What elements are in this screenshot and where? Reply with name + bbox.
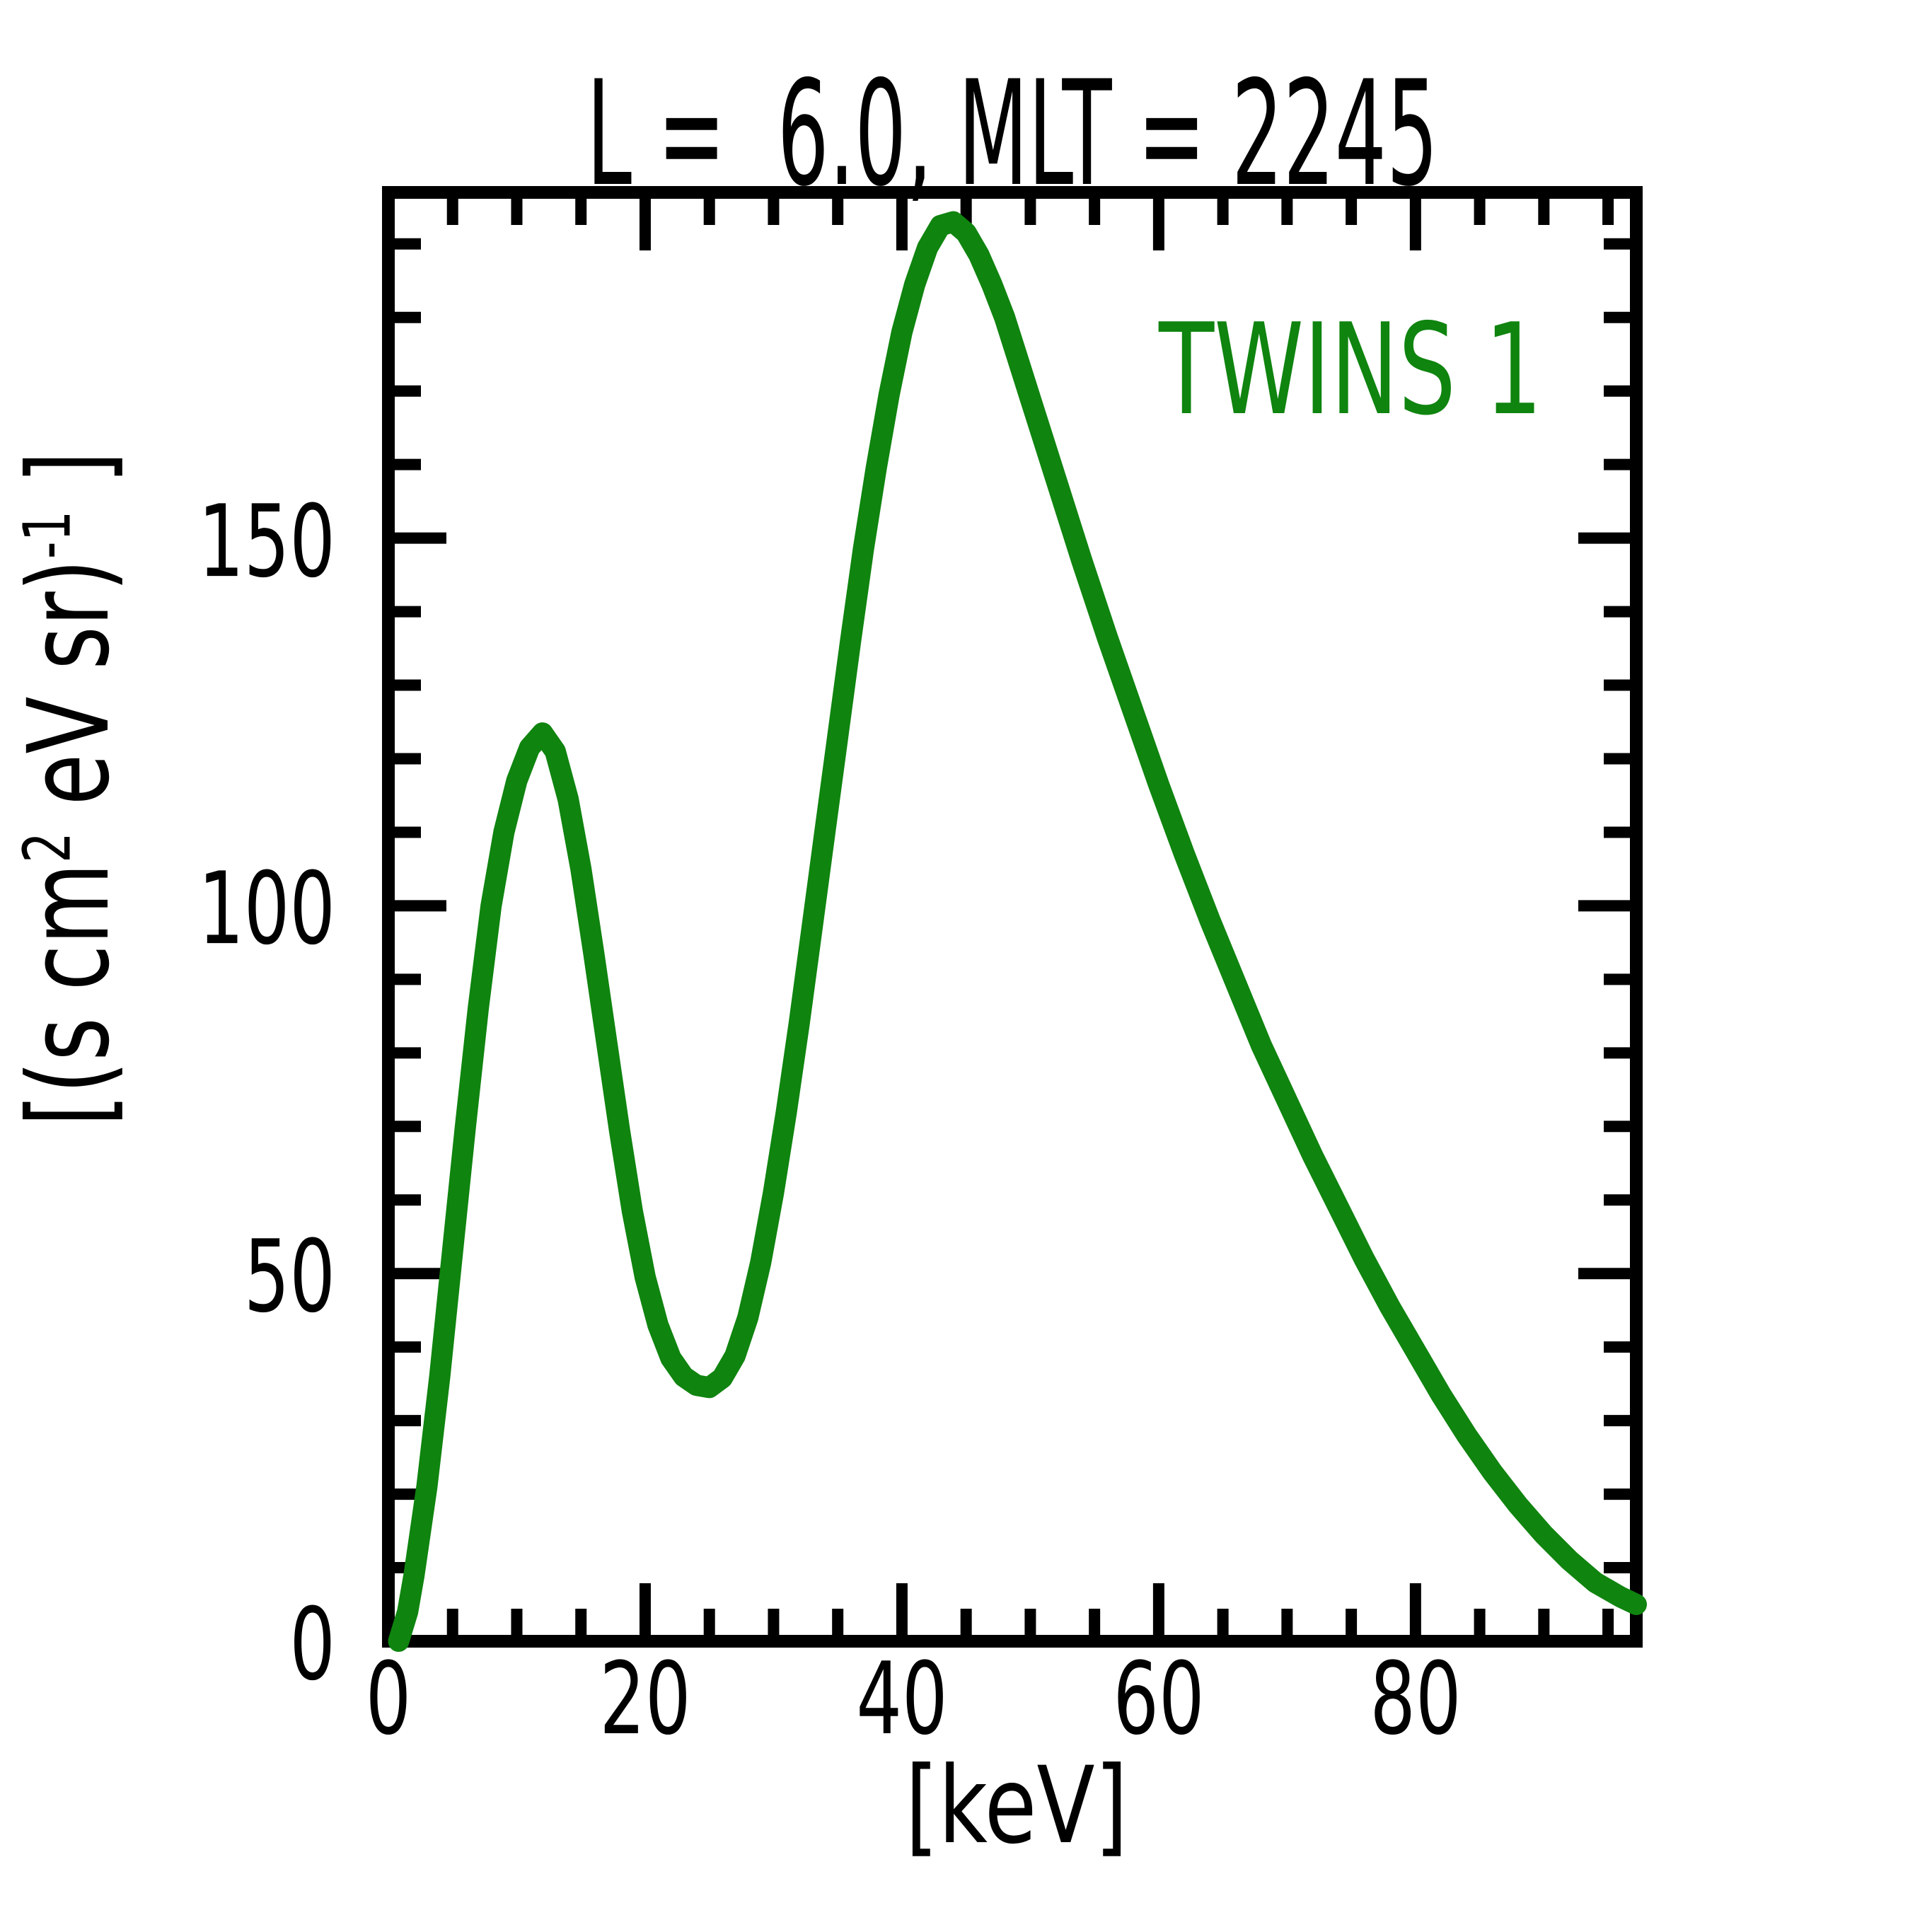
x-axis-label: [keV] bbox=[905, 1745, 1128, 1868]
x-tick-label: 20 bbox=[599, 1641, 691, 1757]
chart-title: L = 6.0, MLT = 2245 bbox=[586, 50, 1438, 219]
y-axis-label-text: eV sr) bbox=[4, 559, 134, 833]
y-tick-label: 100 bbox=[198, 851, 335, 968]
x-tick-label: 0 bbox=[365, 1641, 412, 1757]
legend-twins1: TWINS 1 bbox=[1159, 296, 1543, 443]
y-tick-label: 150 bbox=[198, 483, 335, 600]
plot-frame bbox=[382, 186, 1643, 1648]
y-axis-label-sup-minus1: -1 bbox=[9, 510, 86, 560]
y-tick-label: 0 bbox=[289, 1587, 335, 1703]
y-tick-label: 50 bbox=[243, 1219, 335, 1336]
x-tick-label: 80 bbox=[1370, 1641, 1462, 1757]
y-axis-label-sup-2: 2 bbox=[9, 832, 86, 863]
x-tick-label: 60 bbox=[1113, 1641, 1205, 1757]
x-tick-label: 40 bbox=[856, 1641, 948, 1757]
twins1-curve bbox=[388, 211, 1647, 1652]
